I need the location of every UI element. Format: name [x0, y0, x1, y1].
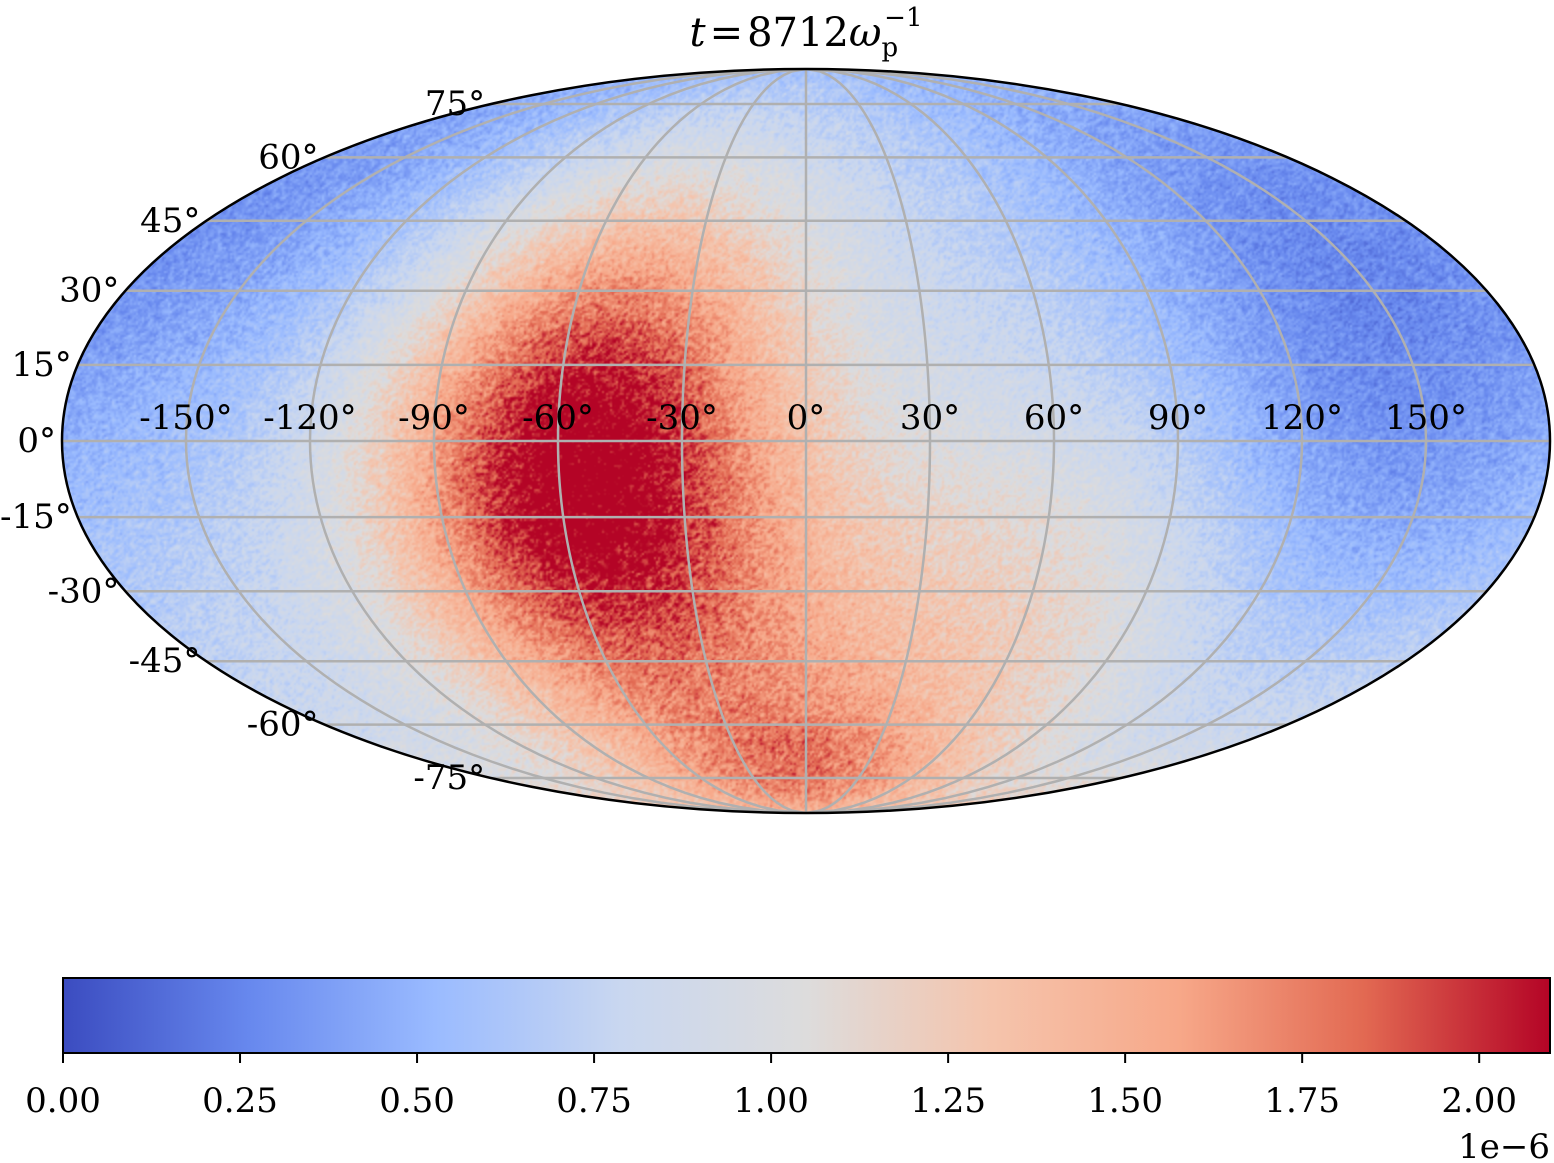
grid-lon-line	[680, 69, 807, 813]
map-boundary	[60, 67, 1552, 815]
grid-lon-line	[805, 69, 1428, 813]
colorbar-tick-label: 1.25	[910, 1081, 986, 1121]
colorbar-tick-label: 1.50	[1087, 1081, 1163, 1121]
grid-lon-line	[805, 69, 1056, 813]
grid-lon-line	[432, 69, 807, 813]
colorbar-tick-label: 0.00	[25, 1081, 101, 1121]
lon-tick-label: 60°	[1024, 398, 1084, 438]
lat-tick-label: -15°	[0, 497, 72, 537]
lat-tick-label: 45°	[140, 201, 200, 241]
lon-tick-label: -90°	[398, 398, 470, 438]
colorbar-tick-label: 1.75	[1264, 1081, 1340, 1121]
colorbar-tick-label: 0.50	[379, 1081, 455, 1121]
colorbar-tick-label: 0.25	[202, 1081, 278, 1121]
grid-lon-line	[805, 69, 1304, 813]
lat-tick-label: -60°	[247, 705, 319, 745]
lon-tick-label: 90°	[1148, 398, 1208, 438]
lon-tick-label: -30°	[646, 398, 718, 438]
lat-tick-label: 30°	[59, 271, 119, 311]
colorbar-offset-label: 1e−6	[1458, 1127, 1550, 1163]
lat-tick-label: -45°	[129, 641, 201, 681]
lon-tick-label: 150°	[1385, 398, 1467, 438]
lon-tick-label: 0°	[787, 398, 826, 438]
title-superscript: −1	[884, 3, 922, 33]
title-symbol: ω	[849, 10, 882, 56]
title-var: t	[690, 10, 707, 56]
graticule	[62, 69, 1550, 813]
title-subscript: p	[882, 33, 899, 63]
lon-tick-label: -150°	[139, 398, 232, 438]
title-value: 8712	[747, 10, 849, 56]
lon-tick-label: 30°	[900, 398, 960, 438]
grid-lon-line	[308, 69, 807, 813]
lat-tick-label: 75°	[425, 84, 485, 124]
lat-tick-label: -75°	[413, 758, 485, 798]
colorbar-tick-label: 1.00	[733, 1081, 809, 1121]
colorbar-ticks: 0.00 0.25 0.50 0.75 1.00 1.25 1.50 1.75 2.00	[25, 1053, 1517, 1121]
colorbar-tick-label: 2.00	[1441, 1081, 1517, 1121]
chart-title: t = 8712ωp−1	[690, 3, 923, 63]
lat-tick-label: 15°	[11, 345, 71, 385]
title-eq: =	[710, 10, 744, 56]
lon-tick-label: -60°	[522, 398, 594, 438]
grid-lon-line	[805, 69, 932, 813]
lat-tick-labels: 75° 60° 45° 30° 15° 0° -15° -30°-45° -60° -75°	[0, 84, 485, 798]
lat-tick-label: 0°	[17, 421, 56, 461]
colorbar	[62, 977, 1551, 1054]
grid-lon-line	[184, 69, 807, 813]
colorbar-tick-label: 0.75	[556, 1081, 632, 1121]
lon-tick-labels: -150° -120° -90° -60° -30° 0° 30° 60° 90° 120° 150…	[139, 398, 1467, 438]
grid-lon-line	[556, 69, 807, 813]
grid-lon-line	[805, 69, 1180, 813]
lat-tick-label: 60°	[258, 137, 318, 177]
lon-tick-label: 120°	[1261, 398, 1343, 438]
lat-tick-label: -30°	[48, 571, 120, 611]
lon-tick-label: -120°	[263, 398, 356, 438]
